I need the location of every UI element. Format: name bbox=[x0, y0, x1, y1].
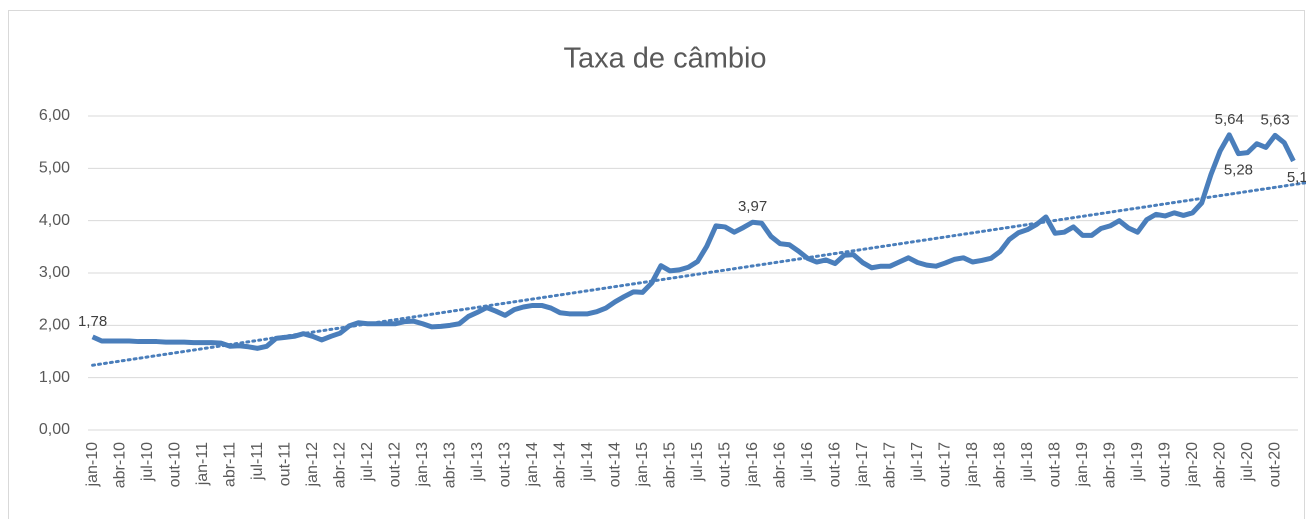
x-tick-label: out-15 bbox=[716, 442, 733, 487]
x-tick-label: jul-15 bbox=[689, 442, 706, 482]
data-label: 5,14 bbox=[1287, 169, 1306, 186]
y-tick-label: 0,00 bbox=[39, 421, 70, 438]
x-tick-label: jul-20 bbox=[1239, 442, 1256, 482]
x-tick-label: abr-14 bbox=[551, 442, 568, 488]
x-tick-label: out-18 bbox=[1046, 442, 1063, 487]
y-tick-label: 6,00 bbox=[39, 107, 70, 124]
y-tick-label: 1,00 bbox=[39, 369, 70, 386]
x-tick-label: abr-12 bbox=[331, 442, 348, 488]
x-tick-label: jul-17 bbox=[909, 442, 926, 482]
data-label: 5,64 bbox=[1215, 111, 1244, 128]
x-tick-label: abr-13 bbox=[441, 442, 458, 488]
y-tick-label: 3,00 bbox=[39, 264, 70, 281]
x-tick-label: jan-18 bbox=[964, 442, 981, 488]
x-tick-label: jul-11 bbox=[249, 442, 266, 481]
y-tick-label: 2,00 bbox=[39, 317, 70, 334]
x-tick-label: jan-10 bbox=[84, 442, 101, 488]
x-tick-label: out-19 bbox=[1156, 442, 1173, 487]
x-tick-label: jan-14 bbox=[524, 442, 541, 488]
x-tick-label: jul-13 bbox=[469, 442, 486, 482]
y-tick-label: 5,00 bbox=[39, 160, 70, 177]
x-tick-label: jul-12 bbox=[359, 442, 376, 482]
x-tick-label: jan-20 bbox=[1184, 442, 1201, 488]
x-tick-label: jan-19 bbox=[1074, 442, 1091, 488]
x-tick-label: out-11 bbox=[276, 442, 293, 486]
chart-frame bbox=[8, 10, 1305, 519]
x-tick-label: abr-17 bbox=[881, 442, 898, 488]
x-tick-label: out-17 bbox=[936, 442, 953, 487]
line-series bbox=[91, 132, 1296, 351]
x-tick-label: out-20 bbox=[1266, 442, 1283, 487]
x-tick-label: jul-16 bbox=[799, 442, 816, 482]
x-tick-label: abr-18 bbox=[991, 442, 1008, 488]
y-tick-label: 4,00 bbox=[39, 212, 70, 229]
data-label: 5,63 bbox=[1260, 111, 1289, 128]
x-tick-label: jan-12 bbox=[304, 442, 321, 488]
x-tick-label: out-14 bbox=[606, 442, 623, 487]
data-label: 5,28 bbox=[1224, 162, 1253, 179]
x-tick-label: jul-18 bbox=[1019, 442, 1036, 482]
x-tick-label: abr-15 bbox=[661, 442, 678, 488]
x-tick-label: out-12 bbox=[386, 442, 403, 487]
x-tick-label: abr-10 bbox=[111, 442, 128, 488]
x-tick-label: out-10 bbox=[166, 442, 183, 487]
x-tick-label: abr-11 bbox=[221, 442, 238, 487]
x-tick-label: abr-16 bbox=[771, 442, 788, 488]
x-tick-label: out-16 bbox=[826, 442, 843, 487]
data-label: 3,97 bbox=[738, 198, 767, 215]
x-tick-label: jan-16 bbox=[744, 442, 761, 488]
x-tick-label: jul-14 bbox=[579, 442, 596, 482]
x-tick-label: abr-20 bbox=[1211, 442, 1228, 488]
x-tick-label: abr-19 bbox=[1101, 442, 1118, 488]
x-tick-label: jul-10 bbox=[139, 442, 156, 482]
chart-title: Taxa de câmbio bbox=[563, 43, 766, 75]
x-tick-label: jan-11 bbox=[194, 442, 211, 486]
x-tick-label: jan-13 bbox=[414, 442, 431, 488]
data-label: 1,78 bbox=[78, 313, 107, 330]
x-tick-label: jan-15 bbox=[634, 442, 651, 488]
x-tick-label: jan-17 bbox=[854, 442, 871, 488]
x-tick-label: jul-19 bbox=[1129, 442, 1146, 482]
x-tick-label: out-13 bbox=[496, 442, 513, 487]
